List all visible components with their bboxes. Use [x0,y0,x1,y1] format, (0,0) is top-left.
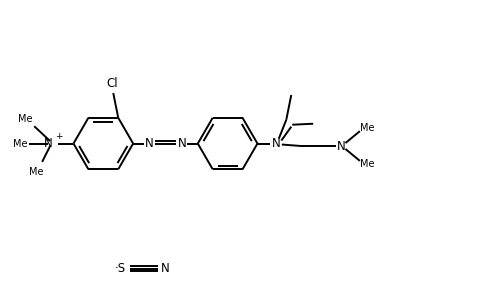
Text: Me: Me [12,139,27,149]
Text: N: N [145,137,153,150]
Text: N: N [272,137,281,150]
Text: Cl: Cl [106,77,118,90]
Text: Me: Me [360,159,374,169]
Text: N: N [337,139,345,152]
Text: ·S: ·S [115,262,126,275]
Text: Me: Me [360,123,374,133]
Text: N: N [178,137,186,150]
Text: +: + [54,132,62,141]
Text: N: N [44,137,52,150]
Text: Me: Me [17,114,32,124]
Text: Me: Me [29,167,43,177]
Text: N: N [161,262,169,275]
